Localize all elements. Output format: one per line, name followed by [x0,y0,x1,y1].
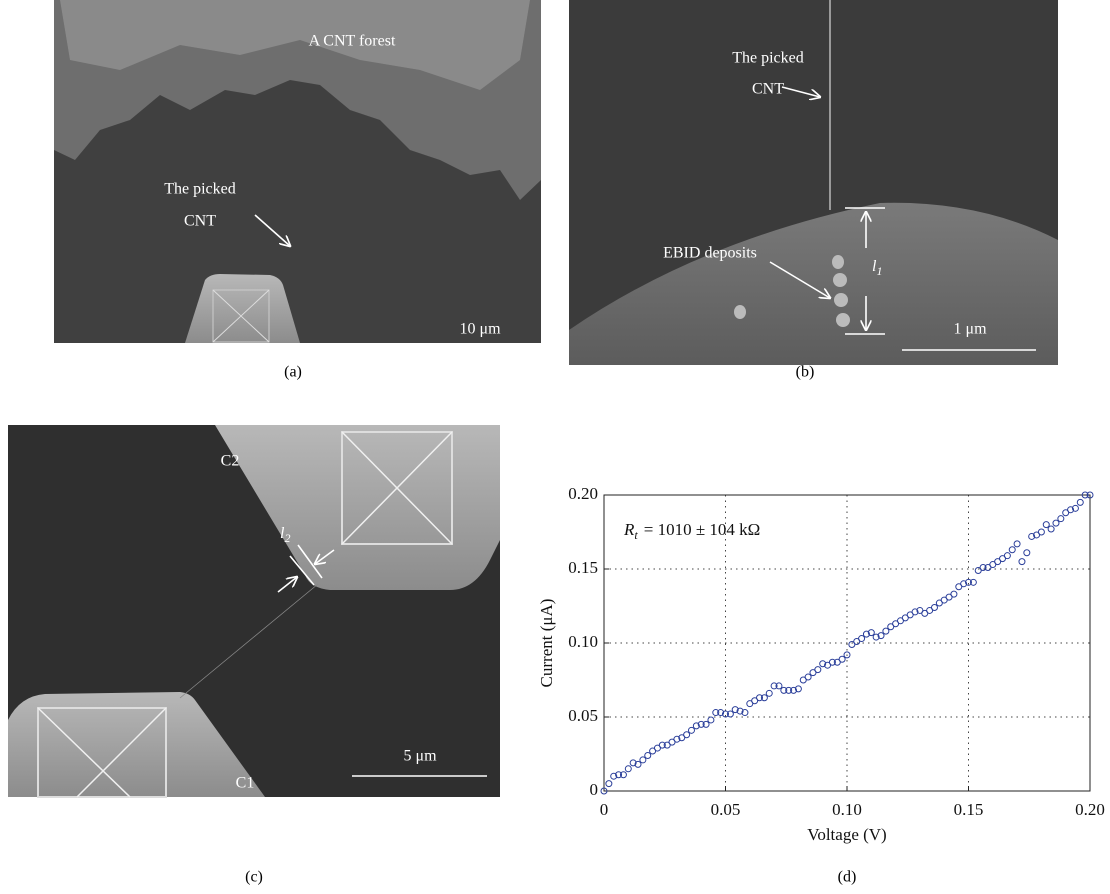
panel-label: (a) [284,364,302,381]
data-point [688,727,694,733]
subscript: 2 [284,531,290,545]
data-point [815,667,821,673]
panel-d: Voltage (V) Current (μA) Rt = 1010 ± 104 … [537,484,1105,886]
x-tick-label: 0.20 [1075,800,1105,819]
figure: A CNT forest The picked CNT 10 μm C1 (a)… [0,0,1110,894]
panel-label: (b) [796,364,815,381]
symbol: R [623,520,635,539]
annotation: CNT [752,81,784,98]
data-point [1038,529,1044,535]
body: A CNT forest The picked CNT 10 μm C1 (a)… [0,0,1110,894]
data-point [640,757,646,763]
data-point [1053,520,1059,526]
data-point [1058,516,1064,522]
y-tick-label: 0.10 [568,632,598,651]
x-tick-label: 0.10 [832,800,862,819]
data-point [883,628,889,634]
data-point [805,674,811,680]
x-axis-label: Voltage (V) [807,825,886,844]
annotation: A CNT forest [309,33,396,50]
panel-label: (d) [838,869,857,886]
panel-b: The picked CNT EBID deposits l1 1 μm (b) [569,0,1058,381]
data-point [684,732,690,738]
data-point [606,781,612,787]
data-point [1014,541,1020,547]
annotation-text: = 1010 ± 104 kΩ [644,520,761,539]
data-point [1019,559,1025,565]
panel-a: A CNT forest The picked CNT 10 μm C1 (a) [54,0,541,381]
annotation: Rt = 1010 ± 104 kΩ [623,520,760,542]
y-tick-label: 0.20 [568,484,598,503]
scale-bar-label: 10 μm [459,321,501,338]
tip-label: C1 [236,775,255,792]
panel-c: l2 C2 C1 5 μm (c) [8,425,500,886]
scale-bar-label: 5 μm [403,748,437,765]
data-point [1077,499,1083,505]
annotation: EBID deposits [663,245,757,262]
data-point [645,752,651,758]
x-tick-label: 0.15 [954,800,984,819]
data-point [1024,550,1030,556]
data-point [839,656,845,662]
data-point [1043,522,1049,528]
data-point [766,690,772,696]
x-tick-label: 0 [600,800,609,819]
y-tick-label: 0 [590,780,599,799]
y-tick-label: 0.15 [568,558,598,577]
annotation: The picked [164,181,236,198]
subscript: 1 [876,264,882,278]
tip-label: C2 [221,453,240,470]
page: {"figure": {"panels": [ {"label": "(a)",… [0,0,1110,894]
data-point [1048,526,1054,532]
data-point [951,591,957,597]
panel-label: (c) [245,869,263,886]
annotation: CNT [184,213,216,230]
data-point [1004,553,1010,559]
data-point [625,766,631,772]
y-axis-label: Current (μA) [537,599,556,688]
y-tick-label: 0.05 [568,706,598,725]
data-point [1009,547,1015,553]
data-point [931,604,937,610]
subscript: t [634,528,638,542]
data-point [708,717,714,723]
tip-label: C1 [143,347,162,364]
data-point [859,636,865,642]
x-tick-label: 0.05 [711,800,741,819]
annotation: The picked [732,50,804,67]
scale-bar-label: 1 μm [953,321,987,338]
